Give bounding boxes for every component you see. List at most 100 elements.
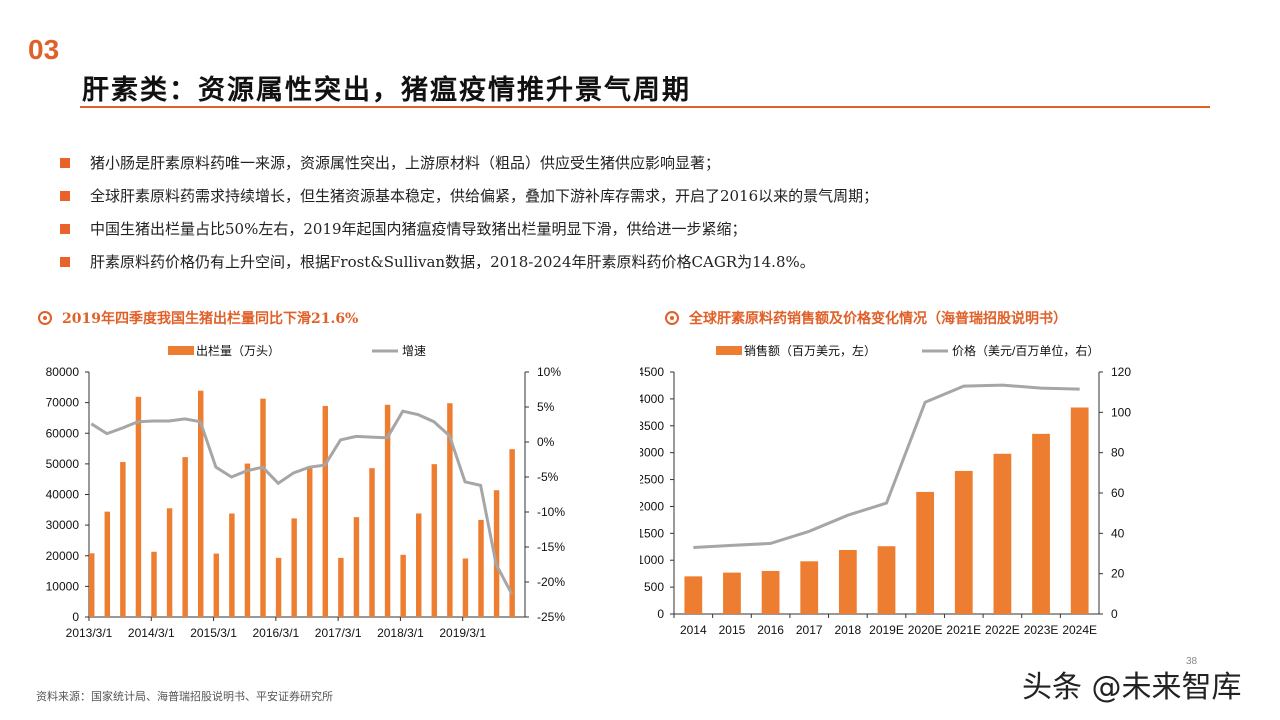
y-right-tick-label: 5%: [537, 400, 555, 414]
y-left-tick-label: 20000: [46, 549, 80, 563]
page-number: 38: [1186, 656, 1198, 667]
chart-title-right: 全球肝素原料药销售额及价格变化情况（海普瑞招股说明书）: [665, 308, 1067, 328]
bar: [400, 554, 406, 617]
bar: [369, 468, 375, 617]
y-right-tick-label: -15%: [537, 540, 565, 554]
bullet-item: 肝素原料药价格仍有上升空间，根据Frost&Sullivan数据，2018-20…: [60, 245, 878, 278]
x-tick-label: 2017: [796, 623, 823, 637]
bar: [1032, 433, 1050, 614]
x-tick-label: 2018/3/1: [377, 626, 424, 640]
bar: [135, 396, 142, 617]
bar: [761, 570, 780, 614]
legend-label: 价格（美元/百万单位，右）: [952, 343, 1099, 358]
bar: [877, 546, 896, 614]
bar: [478, 519, 484, 617]
bar: [322, 405, 329, 617]
target-icon: [665, 311, 679, 325]
y-left-tick-label: 2500: [640, 473, 664, 487]
chart-heparin-sales: 销售额（百万美元，左） 价格（美元/百万单位，右）0500100015002000…: [640, 343, 1131, 637]
chart-title-text: 2019年四季度我国生猪出栏量同比下滑21.6%: [62, 311, 359, 327]
bullet-item: 全球肝素原料药需求持续增长，但生猪资源基本稳定，供给偏紧，叠加下游补库存需求，开…: [60, 179, 878, 212]
bar: [275, 557, 282, 617]
bullet-square-icon: [60, 256, 70, 267]
y-left-tick-label: 50000: [46, 457, 80, 471]
bar: [493, 490, 500, 617]
page-title: 肝素类：资源属性突出，猪瘟疫情推升景气周期: [82, 75, 691, 106]
title-divider: [80, 106, 1210, 108]
watermark: 头条 @未来智库: [1022, 670, 1242, 705]
y-right-tick-label: 10%: [537, 365, 561, 379]
chart-hog-output: 出栏量（万头） 增速 0 10000 20000 30000 40000 50000 60000…: [46, 343, 566, 640]
chart-title-text: 全球肝素原料药销售额及价格变化情况（海普瑞招股说明书）: [689, 311, 1067, 327]
bar: [260, 398, 266, 617]
bullet-square-icon: [60, 157, 70, 168]
chart-title-left: 2019年四季度我国生猪出栏量同比下滑21.6%: [38, 308, 358, 328]
y-left-tick-label: 40000: [46, 488, 80, 502]
x-tick-label: 2018: [835, 623, 862, 637]
bullet-text: 全球肝素原料药需求持续增长，但生猪资源基本稳定，供给偏紧，叠加下游补库存需求，开…: [90, 187, 879, 205]
bullet-item: 猪小肠是肝素原料药唯一来源，资源属性突出，上游原材料（粗品）供应受生猪供应影响显…: [60, 146, 878, 179]
source-note: 资料来源：国家统计局、海普瑞招股说明书、平安证券研究所: [36, 690, 333, 703]
bar: [291, 518, 297, 617]
y-left-tick-label: 0: [657, 607, 664, 621]
bar: [353, 517, 360, 617]
line-series: [693, 383, 1080, 549]
y-right-tick-label: 20: [1111, 567, 1125, 581]
bar: [838, 550, 857, 614]
y-left-tick-label: 70000: [46, 396, 80, 410]
x-tick-label: 2016/3/1: [252, 626, 299, 640]
bar: [89, 553, 95, 617]
y-right-tick-label: -10%: [537, 505, 565, 519]
bar: [993, 453, 1012, 614]
bar: [462, 558, 469, 617]
legend-label: 出栏量（万头）: [196, 343, 280, 358]
y-left-tick-label: 500: [644, 580, 664, 594]
bullet-square-icon: [60, 190, 70, 201]
bar: [229, 513, 235, 617]
x-tick-label: 2022E: [985, 623, 1020, 637]
x-tick-label: 2014/3/1: [128, 626, 175, 640]
x-tick-label: 2017/3/1: [315, 626, 362, 640]
x-tick-label: 2019E: [869, 623, 904, 637]
bar: [447, 403, 453, 617]
y-right-tick-label: 0%: [537, 435, 555, 449]
y-left-tick-label: 60000: [46, 426, 80, 440]
bullet-text: 中国生猪出栏量占比50%左右，2019年起国内猪瘟疫情导致猪出栏量明显下滑，供给…: [90, 220, 747, 238]
bar: [723, 572, 741, 614]
y-left-tick-label: 2000: [640, 499, 664, 513]
bar: [198, 390, 204, 617]
legend-bar-swatch: [716, 346, 742, 355]
bullet-list: 猪小肠是肝素原料药唯一来源，资源属性突出，上游原材料（粗品）供应受生猪供应影响显…: [60, 146, 878, 278]
bar: [120, 462, 126, 617]
bar: [104, 511, 111, 617]
x-tick-label: 2014: [680, 623, 707, 637]
y-right-tick-label: 60: [1111, 486, 1125, 500]
y-left-tick-label: 4000: [640, 392, 664, 406]
y-left-tick-label: 0: [72, 610, 79, 624]
bar: [416, 513, 422, 617]
legend-bar-swatch: [168, 346, 194, 355]
x-tick-label: 2015/3/1: [190, 626, 237, 640]
bar: [244, 463, 251, 617]
bar: [213, 553, 220, 617]
bar: [166, 508, 173, 617]
y-right-tick-label: 80: [1111, 446, 1125, 460]
bar: [916, 491, 935, 614]
y-left-tick-label: 3500: [640, 419, 664, 433]
bullet-item: 中国生猪出栏量占比50%左右，2019年起国内猪瘟疫情导致猪出栏量明显下滑，供给…: [60, 212, 878, 245]
y-left-tick-label: 10000: [46, 579, 80, 593]
bullet-text: 肝素原料药价格仍有上升空间，根据Frost&Sullivan数据，2018-20…: [90, 253, 815, 271]
bar: [684, 576, 703, 614]
bar: [800, 561, 819, 614]
bar: [307, 468, 313, 617]
y-right-tick-label: -5%: [537, 470, 559, 484]
section-number: 03: [28, 34, 60, 65]
bar: [1070, 407, 1089, 614]
y-left-tick-label: 1500: [640, 526, 664, 540]
y-right-tick-label: 100: [1111, 405, 1131, 419]
x-tick-label: 2021E: [946, 623, 981, 637]
x-tick-label: 2024E: [1062, 623, 1097, 637]
bar: [338, 557, 344, 617]
y-right-tick-label: -25%: [537, 610, 565, 624]
legend-label: 销售额（百万美元，左）: [744, 343, 876, 358]
